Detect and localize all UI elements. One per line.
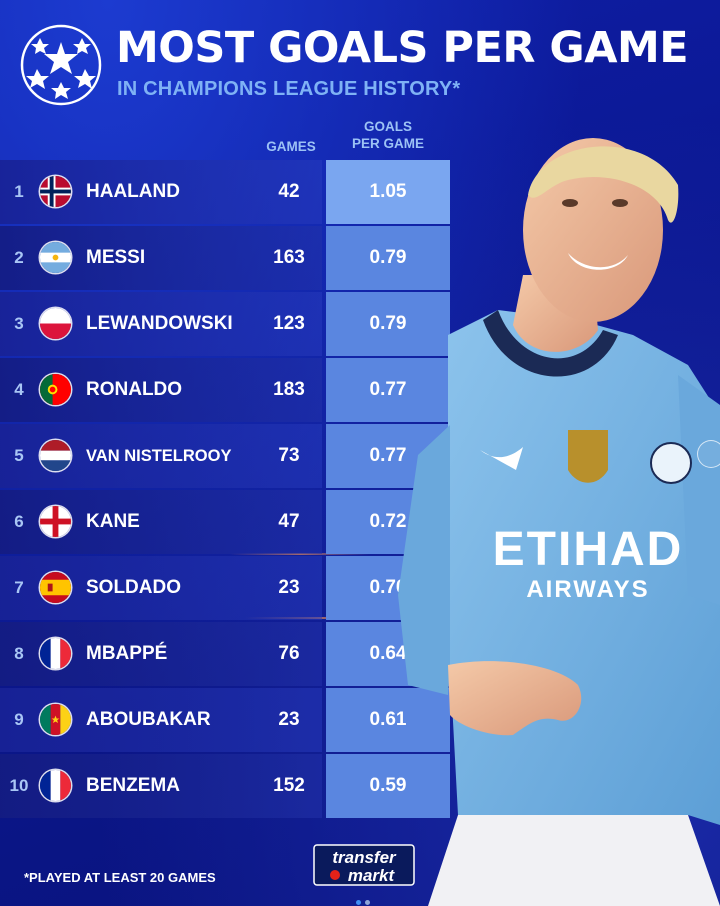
- games-value: 42: [278, 181, 300, 202]
- starball-icon: [20, 24, 102, 106]
- table-row: 2 MESSI 163 0.79: [0, 226, 450, 290]
- rank: 10: [9, 776, 29, 795]
- carousel-indicator: [354, 890, 372, 906]
- page-subtitle: IN CHAMPIONS LEAGUE HISTORY*: [117, 78, 461, 100]
- player-name: SOLDADO: [86, 577, 181, 598]
- goals-per-game-column-header: GOALS PER GAME: [334, 118, 442, 152]
- spain-flag-icon: [40, 572, 71, 603]
- player-name: RONALDO: [86, 379, 183, 400]
- france-flag-icon: [40, 638, 71, 669]
- games-value: 183: [273, 379, 305, 400]
- footnote: *PLAYED AT LEAST 20 GAMES: [24, 870, 216, 885]
- player-photo: ETIHAD AIRWAYS: [398, 138, 720, 906]
- player-name: VAN NISTELROOY: [86, 447, 232, 465]
- page-title: MOST GOALS PER GAME: [116, 23, 689, 73]
- player-name: KANE: [86, 511, 140, 532]
- table-row: 10 BENZEMA 152 0.59: [0, 754, 450, 818]
- table-row: 3 LEWANDOWSKI 123 0.79: [0, 292, 450, 356]
- goals-per-game-value: 0.77: [369, 379, 407, 400]
- player-name: MESSI: [86, 247, 146, 268]
- goals-per-game-header-line1: GOALS: [363, 119, 412, 134]
- rank: 5: [14, 446, 24, 465]
- rank: 1: [14, 182, 24, 201]
- player-name: HAALAND: [86, 181, 180, 202]
- light-streak: [230, 553, 370, 555]
- table-row: 9 ABOUBAKAR 23 0.61: [0, 688, 450, 752]
- games-value: 47: [278, 511, 300, 532]
- goals-cell: [326, 292, 450, 356]
- transfermarkt-logo: transfer markt: [313, 844, 415, 886]
- goals-cell: [326, 160, 450, 224]
- brand-line2: markt: [348, 866, 396, 885]
- games-value: 76: [278, 643, 300, 664]
- poland-flag-icon: [40, 308, 71, 339]
- goals-per-game-value: 0.70: [369, 577, 407, 598]
- brand-line1: transfer: [332, 848, 397, 867]
- goals-cell: [326, 688, 450, 752]
- cameroon-flag-icon: [40, 704, 71, 735]
- games-value: 73: [278, 445, 300, 466]
- goals-per-game-value: 0.79: [369, 313, 407, 334]
- goals-cell: [326, 754, 450, 818]
- goals-cell: [326, 358, 450, 422]
- games-value: 23: [278, 709, 300, 730]
- portugal-flag-icon: [40, 374, 71, 405]
- norway-flag-icon: [40, 176, 71, 207]
- games-value: 163: [273, 247, 305, 268]
- goals-per-game-value: 0.61: [369, 709, 407, 730]
- games-value: 123: [273, 313, 305, 334]
- argentina-flag-icon: [40, 242, 71, 273]
- table-row: 4 RONALDO 183 0.77: [0, 358, 450, 422]
- goals-per-game-value: 0.72: [369, 511, 407, 532]
- goals-per-game-value: 0.77: [369, 445, 407, 466]
- rank: 2: [14, 248, 24, 267]
- table-row: 6 KANE 47 0.72: [0, 490, 450, 554]
- rank: 7: [14, 578, 24, 597]
- rank: 3: [14, 314, 24, 333]
- games-value: 152: [273, 775, 305, 796]
- player-name: ABOUBAKAR: [86, 709, 211, 730]
- rank: 8: [14, 644, 24, 663]
- rank: 4: [14, 380, 24, 399]
- table-row: 7 SOLDADO 23 0.70: [0, 556, 450, 620]
- shirt-sponsor: ETIHAD: [493, 523, 684, 576]
- player-name: BENZEMA: [86, 775, 180, 796]
- player-name: MBAPPÉ: [86, 643, 168, 664]
- games-value: 23: [278, 577, 300, 598]
- table-row: 8 MBAPPÉ 76 0.64: [0, 622, 450, 686]
- france-flag-icon: [40, 770, 71, 801]
- england-flag-icon: [40, 506, 71, 537]
- carousel-dot[interactable]: [356, 900, 361, 905]
- rank: 6: [14, 512, 24, 531]
- games-column-header: GAMES: [266, 139, 316, 154]
- table-row: 1 HAALAND 42 1.05: [0, 160, 450, 224]
- carousel-dot[interactable]: [365, 900, 370, 905]
- carousel-next-button[interactable]: [697, 440, 720, 468]
- goals-per-game-value: 1.05: [369, 181, 407, 202]
- shirt-sponsor-sub: AIRWAYS: [526, 576, 649, 603]
- goals-per-game-value: 0.64: [369, 643, 407, 664]
- rank: 9: [14, 710, 24, 729]
- table-row: 5 VAN NISTELROOY 73 0.77: [0, 424, 450, 488]
- goals-per-game-value: 0.79: [369, 247, 407, 268]
- goals-per-game-header-line2: PER GAME: [351, 136, 424, 151]
- netherlands-flag-icon: [40, 440, 71, 471]
- player-name: LEWANDOWSKI: [86, 313, 233, 334]
- goals-per-game-value: 0.59: [369, 775, 407, 796]
- goals-cell: [326, 226, 450, 290]
